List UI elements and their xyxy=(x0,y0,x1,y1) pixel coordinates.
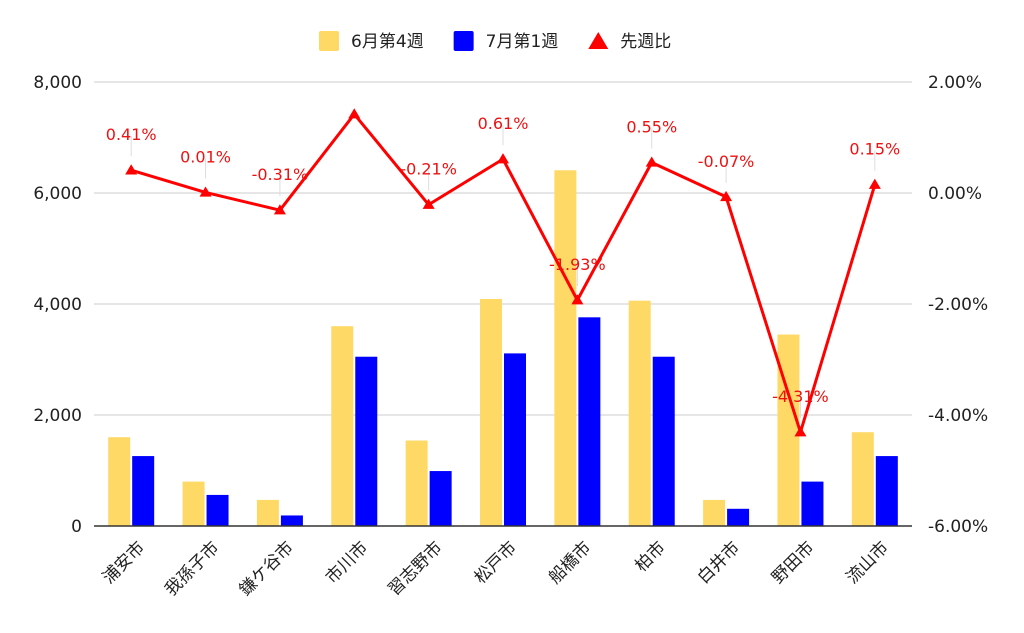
bar-jun-w4 xyxy=(182,481,205,526)
ratio-data-label: 0.41% xyxy=(106,125,157,144)
bar-jul-w1 xyxy=(801,481,824,526)
x-axis: 浦安市 我孫子市 鎌ケ谷市 市川市 習志野市 松戸市 船橋市 柏市 白井市 野田市 流山市 xyxy=(94,525,912,600)
bar-jun-w4 xyxy=(554,170,577,526)
right-tick-label: -2.00% xyxy=(928,295,988,315)
ratio-marker xyxy=(125,164,138,175)
left-tick-label: 4,000 xyxy=(33,295,82,315)
ratio-marker xyxy=(199,186,212,197)
right-tick-label: -4.00% xyxy=(928,406,988,426)
legend-triangle-icon xyxy=(588,32,609,49)
category-label: 流山市 xyxy=(843,538,893,588)
category-label: 船橋市 xyxy=(545,538,595,588)
bar-jul-w1 xyxy=(578,317,601,526)
bar-jun-w4 xyxy=(480,299,502,526)
bar-jun-w4 xyxy=(628,300,651,526)
category-label: 習志野市 xyxy=(384,538,446,600)
legend: 6月第4週 7月第1週 先週比 xyxy=(319,31,671,52)
category-label: 野田市 xyxy=(768,538,818,588)
ratio-marker xyxy=(868,178,881,189)
category-label: 松戸市 xyxy=(471,538,521,588)
ratio-marker xyxy=(571,294,584,305)
bar-jul-w1 xyxy=(132,456,155,526)
bar-jun-w4 xyxy=(108,437,131,526)
ratio-marker xyxy=(794,426,807,437)
right-tick-label: 2.00% xyxy=(928,73,982,93)
bar-jun-w4 xyxy=(256,499,279,526)
legend-label: 6月第4週 xyxy=(351,32,424,52)
bar-jul-w1 xyxy=(504,353,526,526)
ratio-data-label: -0.07% xyxy=(698,152,755,171)
category-label: 市川市 xyxy=(322,538,372,588)
bar-jul-w1 xyxy=(206,494,229,526)
data-labels: 0.41% 0.01% -0.31% -0.21% 0.61% -1.93% 0.55% -0… xyxy=(106,114,900,419)
right-tick-label: 0.00% xyxy=(928,184,982,204)
left-tick-label: 0 xyxy=(71,517,82,537)
left-y-axis: 0 2,000 4,000 6,000 8,000 xyxy=(33,73,82,537)
left-tick-label: 8,000 xyxy=(33,73,82,93)
ratio-marker xyxy=(348,108,361,119)
bar-jun-w4 xyxy=(405,440,428,526)
bar-jul-w1 xyxy=(652,356,675,526)
category-label: 浦安市 xyxy=(99,538,149,588)
category-label: 白井市 xyxy=(694,538,744,588)
ratio-data-label: 0.55% xyxy=(626,117,677,136)
legend-swatch xyxy=(453,31,474,51)
bars xyxy=(108,170,898,526)
right-y-axis: -6.00% -4.00% -2.00% 0.00% 2.00% xyxy=(928,73,988,537)
ratio-marker xyxy=(497,153,509,164)
category-label: 柏市 xyxy=(631,538,669,576)
bar-jul-w1 xyxy=(355,356,378,526)
bar-jul-w1 xyxy=(429,471,452,526)
ratio-data-label: -0.31% xyxy=(252,165,309,184)
ratio-marker xyxy=(720,190,733,202)
category-label: 鎌ケ谷市 xyxy=(236,538,298,600)
bar-jun-w4 xyxy=(331,326,354,526)
bar-jul-w1 xyxy=(875,456,898,526)
bar-jun-w4 xyxy=(777,334,800,526)
bar-jun-w4 xyxy=(851,432,874,526)
ratio-data-label: -4.31% xyxy=(772,387,829,406)
gridlines xyxy=(94,81,912,416)
bar-jul-w1 xyxy=(280,515,303,526)
legend-label: 先週比 xyxy=(620,32,671,52)
legend-label: 7月第1週 xyxy=(486,32,559,52)
category-label: 我孫子市 xyxy=(161,538,223,600)
ratio-line xyxy=(125,108,881,437)
left-tick-label: 6,000 xyxy=(33,184,82,204)
ratio-data-label: 0.15% xyxy=(849,140,900,159)
bar-jul-w1 xyxy=(727,508,750,526)
left-tick-label: 2,000 xyxy=(33,406,82,426)
legend-swatch xyxy=(319,31,339,51)
ratio-marker xyxy=(645,156,658,167)
ratio-data-label: -1.93% xyxy=(549,255,606,274)
ratio-marker xyxy=(422,198,435,209)
ratio-marker xyxy=(273,204,286,215)
ratio-data-label: 0.01% xyxy=(180,147,231,166)
bar-jun-w4 xyxy=(703,499,726,526)
ratio-data-label: -0.21% xyxy=(400,160,457,179)
right-tick-label: -6.00% xyxy=(928,517,988,537)
ratio-data-label: 0.61% xyxy=(478,114,529,133)
